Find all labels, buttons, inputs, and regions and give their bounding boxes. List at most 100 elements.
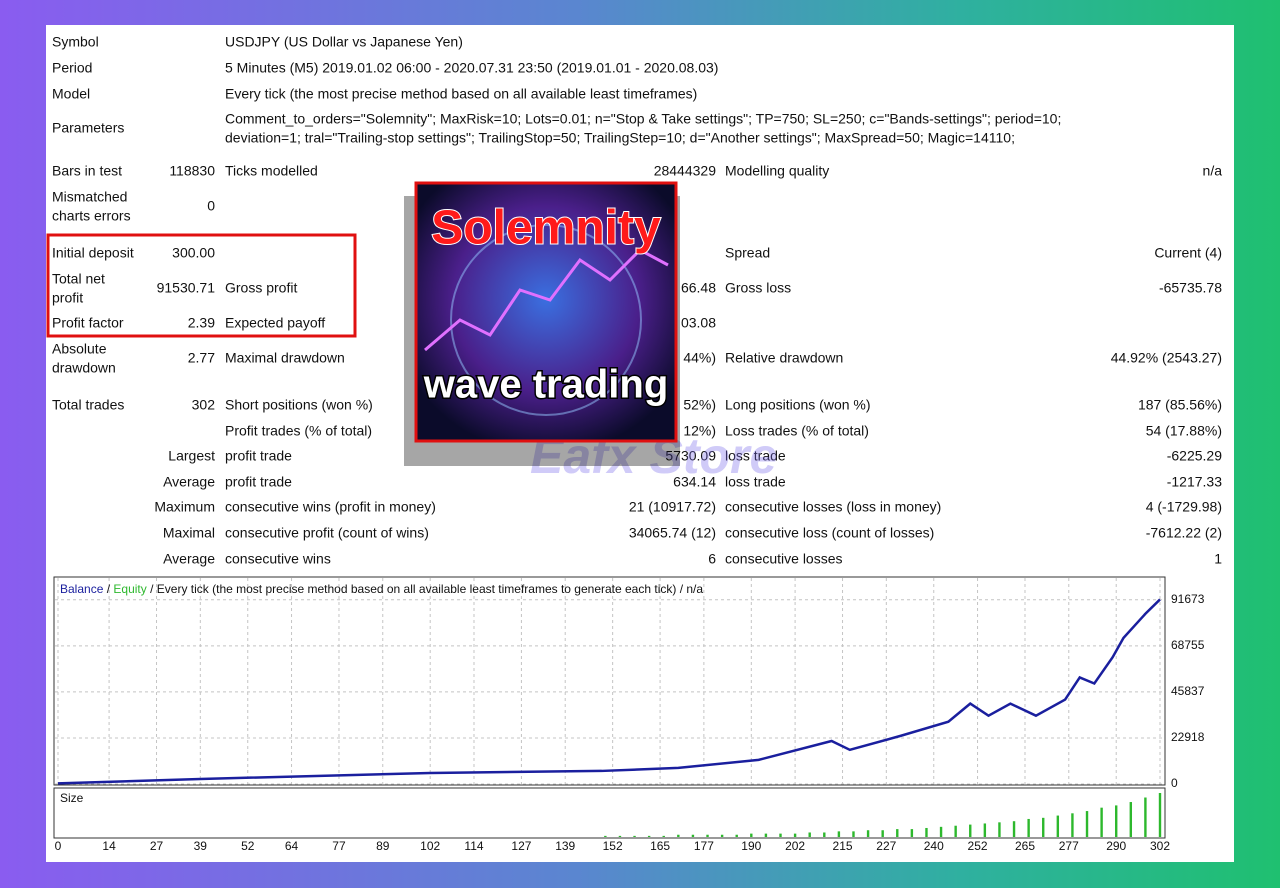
stat-label: loss trade [725,474,786,490]
parameters-line: Comment_to_orders="Solemnity"; MaxRisk=1… [225,111,1061,127]
size-bar [779,833,782,837]
stat-value: -6225.29 [1167,448,1222,464]
stat-label: Absolute [52,341,107,357]
size-bar [1129,802,1133,837]
stat-value: 21 (10917.72) [629,499,716,515]
stat-label: consecutive loss (count of losses) [725,525,934,541]
stat-value: 34065.74 (12) [629,525,716,541]
y-tick-label: 68755 [1171,638,1205,652]
stat-label: Profit factor [52,315,124,331]
size-bar [954,825,957,837]
stat-value: n/a [1203,163,1223,179]
row-label: Model [52,86,90,102]
y-tick-label: 91673 [1171,592,1205,606]
x-tick-label: 77 [332,839,346,853]
stat-label: loss trade [725,448,786,464]
x-tick-label: 165 [650,839,670,853]
size-bar [1042,817,1045,837]
stat-label: consecutive profit (count of wins) [225,525,429,541]
size-bar [647,835,651,837]
size-bar [910,829,914,837]
stat-value: 28444329 [654,163,717,179]
legend-separator: / [107,582,111,596]
x-tick-label: 14 [102,839,116,853]
stat-value: 91530.71 [157,280,216,296]
stat-value: 300.00 [172,245,215,261]
size-bar [1158,793,1162,837]
x-tick-label: 227 [876,839,896,853]
stat-label: Total trades [52,397,124,413]
x-tick-label: 190 [741,839,761,853]
stat-value: 118830 [169,163,215,179]
row-value: USDJPY (US Dollar vs Japanese Yen) [225,34,463,50]
stat-value: 66.48 [681,280,716,296]
size-bar [750,833,753,837]
stat-label: profit [52,290,83,306]
stat-value: 44%) [683,350,716,366]
stat-label: profit trade [225,448,292,464]
size-bar [808,832,811,837]
balance-line [57,598,1161,785]
row-label: Parameters [52,120,124,136]
size-bar [1144,797,1147,837]
size-bar [1071,813,1074,837]
stat-label: consecutive wins (profit in money) [225,499,436,515]
size-bar [1115,805,1118,837]
x-tick-label: 27 [150,839,164,853]
row-label: Period [52,60,92,76]
stat-value: 634.14 [673,474,716,490]
stat-value: Maximal [163,525,215,541]
stat-value: 1 [1214,551,1222,567]
size-bar [633,835,636,837]
stat-value: 44.92% (2543.27) [1111,350,1222,366]
stat-value: 0 [207,198,215,214]
size-bar [793,833,797,837]
stat-value: 4 (-1729.98) [1146,499,1222,515]
stat-label: Relative drawdown [725,350,843,366]
stat-value: 2.77 [188,350,215,366]
size-bar [837,831,841,837]
size-bar [1100,807,1103,837]
stat-label: Mismatched [52,189,127,205]
size-bar [925,827,928,837]
size-bar [735,834,738,837]
x-tick-label: 177 [694,839,714,853]
chart-frame [53,576,1166,786]
y-tick-label: 0 [1171,776,1178,790]
x-tick-label: 202 [785,839,805,853]
x-tick-label: 39 [194,839,208,853]
size-bar [983,823,987,837]
x-tick-label: 52 [241,839,255,853]
globe-outline [450,224,642,416]
stat-label: Initial deposit [52,245,134,261]
stat-label: consecutive wins [225,551,331,567]
x-tick-label: 265 [1015,839,1035,853]
size-bar [896,829,899,837]
stat-value: -7612.22 (2) [1146,525,1222,541]
size-bar [1056,815,1060,837]
stat-label: consecutive losses (loss in money) [725,499,941,515]
stat-value: Average [163,474,215,490]
stat-value: 302 [192,397,216,413]
stat-label: Expected payoff [225,315,325,331]
stat-value: 54 (17.88%) [1146,423,1222,439]
report: Symbol USDJPY (US Dollar vs Japanese Yen)… [52,34,1222,567]
stat-label: Modelling quality [725,163,829,179]
size-bar [1012,821,1016,837]
size-bar [998,822,1001,837]
legend-balance: Balance [60,582,104,596]
stat-label: Loss trades (% of total) [725,423,869,439]
overlay-title: Solemnity [431,202,661,255]
row-label: Symbol [52,34,99,50]
stat-label: Bars in test [52,163,122,179]
stat-label: Short positions (won %) [225,397,373,413]
size-bar [852,831,855,837]
size-bar [764,833,768,837]
overlay-subtitle: wave trading [423,363,669,407]
stat-value: -1217.33 [1167,474,1222,490]
y-tick-label: 45837 [1171,684,1205,698]
stat-label: Spread [725,245,770,261]
stat-label: Total net [52,271,105,287]
row-value: Every tick (the most precise method base… [225,86,697,102]
stat-value: 52%) [683,397,716,413]
